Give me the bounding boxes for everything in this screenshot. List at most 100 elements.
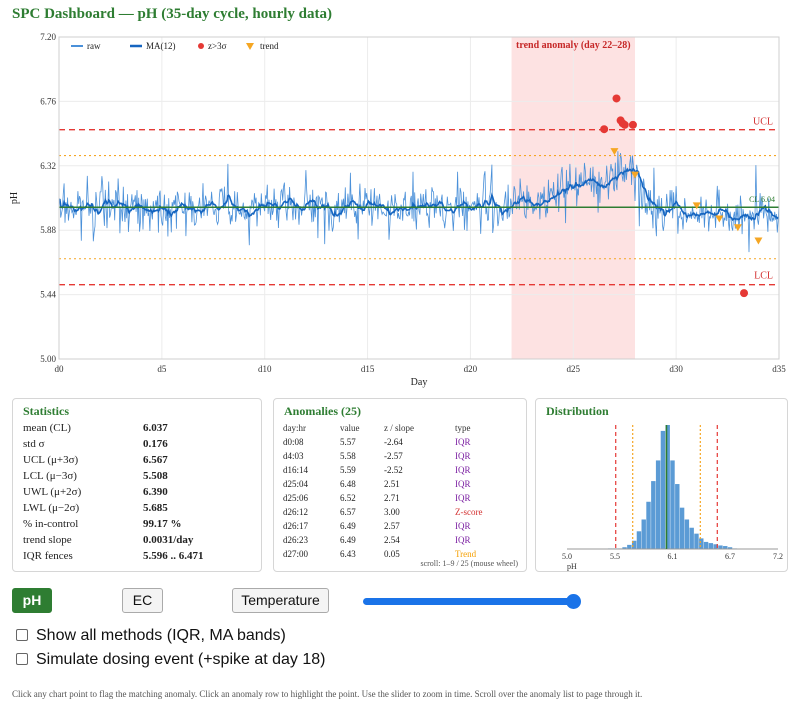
stat-value: 5.596 .. 6.471 xyxy=(143,550,204,562)
trend-point[interactable] xyxy=(733,224,742,232)
x-tick-label: d25 xyxy=(567,364,581,374)
y-tick-label: 6.32 xyxy=(40,161,56,171)
stat-value: 5.685 xyxy=(143,502,168,514)
x-tick-label: d30 xyxy=(669,364,683,374)
anomaly-type: IQR xyxy=(455,493,471,503)
anomaly-dayhr: d27:00 xyxy=(283,549,309,559)
anomaly-z: -2.64 xyxy=(384,437,403,447)
anomaly-value: 6.48 xyxy=(340,479,356,489)
anomaly-type: IQR xyxy=(455,521,471,531)
anomalies-panel[interactable]: Anomalies (25) day:hr value z / slope ty… xyxy=(273,398,527,572)
temperature-button[interactable]: Temperature xyxy=(232,588,329,613)
histogram-bar xyxy=(723,546,728,549)
anomaly-row[interactable]: d26:23 6.49 2.54 IQR xyxy=(283,533,503,547)
legend-ma-label: MA(12) xyxy=(146,41,176,51)
x-axis-label: Day xyxy=(411,377,428,388)
legend-trend-label: trend xyxy=(260,41,279,51)
slider-track[interactable] xyxy=(363,598,575,605)
ec-button[interactable]: EC xyxy=(122,588,163,613)
legend-z-swatch xyxy=(198,43,204,49)
hist-tick-label: 5.0 xyxy=(562,552,572,561)
histogram-bar xyxy=(665,425,670,549)
y-tick-label: 5.88 xyxy=(40,225,56,235)
anomaly-z: 2.51 xyxy=(384,479,400,489)
outlier-point[interactable] xyxy=(740,289,749,298)
y-axis-label: pH xyxy=(9,192,20,204)
cl-label: CL 6.04 xyxy=(749,195,775,204)
histogram-bar xyxy=(679,507,685,549)
histogram-bar xyxy=(627,544,632,549)
histogram-bar xyxy=(713,544,718,549)
anomaly-z: 2.57 xyxy=(384,521,400,531)
stat-value: 0.0031/day xyxy=(143,534,194,546)
anomaly-row[interactable]: d4:03 5.58 -2.57 IQR xyxy=(283,449,503,463)
anomaly-row[interactable]: d27:00 6.43 0.05 Trend xyxy=(283,547,503,561)
trend-point[interactable] xyxy=(631,171,639,179)
anomaly-dayhr: d16:14 xyxy=(283,465,309,475)
anomaly-row[interactable]: d26:12 6.57 3.00 Z-score xyxy=(283,505,503,519)
slider-thumb[interactable] xyxy=(566,594,581,609)
anomaly-type: IQR xyxy=(455,465,471,475)
stat-value: 5.508 xyxy=(143,470,168,482)
anomaly-row[interactable]: d0:08 5.57 -2.64 IQR xyxy=(283,435,503,449)
anomaly-type: IQR xyxy=(455,451,471,461)
show-all-methods-checkbox[interactable]: Show all methods (IQR, MA bands) xyxy=(16,627,286,645)
ucl-label: UCL xyxy=(753,117,773,128)
stat-label: LCL (μ−3σ) xyxy=(23,470,77,482)
histogram-bar xyxy=(651,481,656,549)
outlier-point[interactable] xyxy=(628,120,637,129)
simulate-dosing-checkbox[interactable]: Simulate dosing event (+spike at day 18) xyxy=(16,651,326,669)
legend-raw-label: raw xyxy=(87,41,101,51)
x-tick-label: d0 xyxy=(55,364,65,374)
anomaly-row[interactable]: d25:04 6.48 2.51 IQR xyxy=(283,477,503,491)
statistics-title: Statistics xyxy=(23,404,69,418)
anomaly-z: 0.05 xyxy=(384,549,400,559)
trend-point[interactable] xyxy=(715,215,724,223)
stat-label: % in-control xyxy=(23,518,79,530)
x-tick-label: d5 xyxy=(157,364,167,374)
distribution-histogram: 5.0 5.5 6.1 6.7 7.2 pH xyxy=(562,425,783,571)
histogram-bar xyxy=(655,460,661,549)
outlier-point[interactable] xyxy=(620,120,629,129)
stat-label: trend slope xyxy=(23,534,72,546)
anomaly-table[interactable]: day:hr value z / slope type d0:08 5.57 -2.… xyxy=(283,421,503,561)
hist-tick-label: 6.1 xyxy=(668,552,678,561)
trend-point[interactable] xyxy=(610,148,619,156)
raw-series-line[interactable] xyxy=(58,151,780,253)
outlier-point[interactable] xyxy=(600,125,609,134)
anomaly-row[interactable]: d25:06 6.52 2.71 IQR xyxy=(283,491,503,505)
trend-point[interactable] xyxy=(692,202,701,210)
anomaly-value: 6.52 xyxy=(340,493,356,503)
histogram-bar xyxy=(622,547,627,549)
histogram-bar xyxy=(699,538,704,549)
anomaly-type: IQR xyxy=(455,535,471,545)
checkbox-box[interactable] xyxy=(16,629,28,641)
checkbox-box[interactable] xyxy=(16,653,28,665)
anomaly-value: 6.43 xyxy=(340,549,356,559)
anomalies-title: Anomalies (25) xyxy=(284,404,361,418)
histogram-bar xyxy=(660,430,666,549)
distribution-panel: Distribution 5.0 5.5 6.1 6.7 7.2 pH xyxy=(535,398,788,572)
y-tick-label: 5.00 xyxy=(40,354,56,364)
anomaly-value: 5.59 xyxy=(340,465,356,475)
anomaly-value: 5.57 xyxy=(340,437,356,447)
time-zoom-slider[interactable] xyxy=(363,594,581,609)
trend-point[interactable] xyxy=(754,237,763,245)
anomaly-value: 6.49 xyxy=(340,521,356,531)
scroll-note: scroll: 1–9 / 25 (mouse wheel) xyxy=(420,559,518,568)
outlier-point[interactable] xyxy=(612,94,621,103)
page-title: SPC Dashboard — pH (35-day cycle, hourly… xyxy=(12,6,333,22)
stat-label: IQR fences xyxy=(23,550,73,562)
anomaly-dayhr: d26:12 xyxy=(283,507,309,517)
x-tick-label: d35 xyxy=(772,364,786,374)
anomaly-value: 6.57 xyxy=(340,507,356,517)
col-header-dayhr: day:hr xyxy=(283,423,306,433)
histogram-bar xyxy=(670,460,675,549)
anomaly-z: -2.57 xyxy=(384,451,403,461)
stat-value: 6.037 xyxy=(143,422,168,434)
ph-button[interactable]: pH xyxy=(12,588,52,613)
distribution-title: Distribution xyxy=(546,404,609,418)
anomaly-row[interactable]: d16:14 5.59 -2.52 IQR xyxy=(283,463,503,477)
anomaly-row[interactable]: d26:17 6.49 2.57 IQR xyxy=(283,519,503,533)
